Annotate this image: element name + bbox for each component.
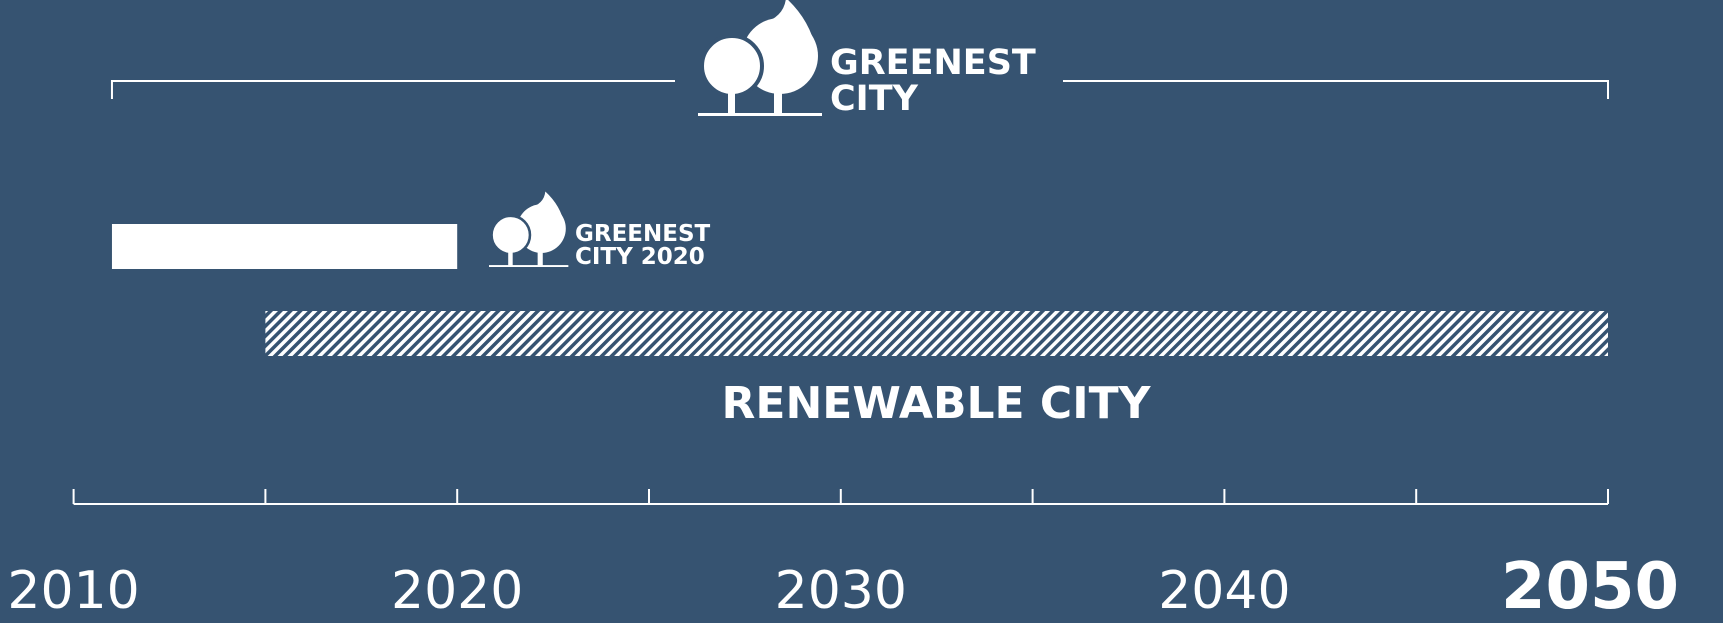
logo-title: CITY <box>830 79 919 119</box>
year-label: 2040 <box>1158 561 1290 621</box>
greenest-city-logo <box>696 0 824 118</box>
renewable-city-label: RENEWABLE CITY <box>722 378 1152 429</box>
greenest-city-2020-logo <box>487 190 570 269</box>
renewable-city-bar <box>265 311 1608 356</box>
year-label: 2010 <box>7 561 139 621</box>
year-label: 2030 <box>775 561 907 621</box>
logo-title: GREENEST <box>830 43 1036 83</box>
year-label: 2050 <box>1501 550 1679 623</box>
greenest-city-2020-bar <box>111 224 458 269</box>
logo-title: GREENEST <box>575 221 711 247</box>
logo-title: CITY 2020 <box>575 244 705 270</box>
year-label: 2020 <box>391 561 523 621</box>
greenest-city-span <box>110 80 1609 99</box>
